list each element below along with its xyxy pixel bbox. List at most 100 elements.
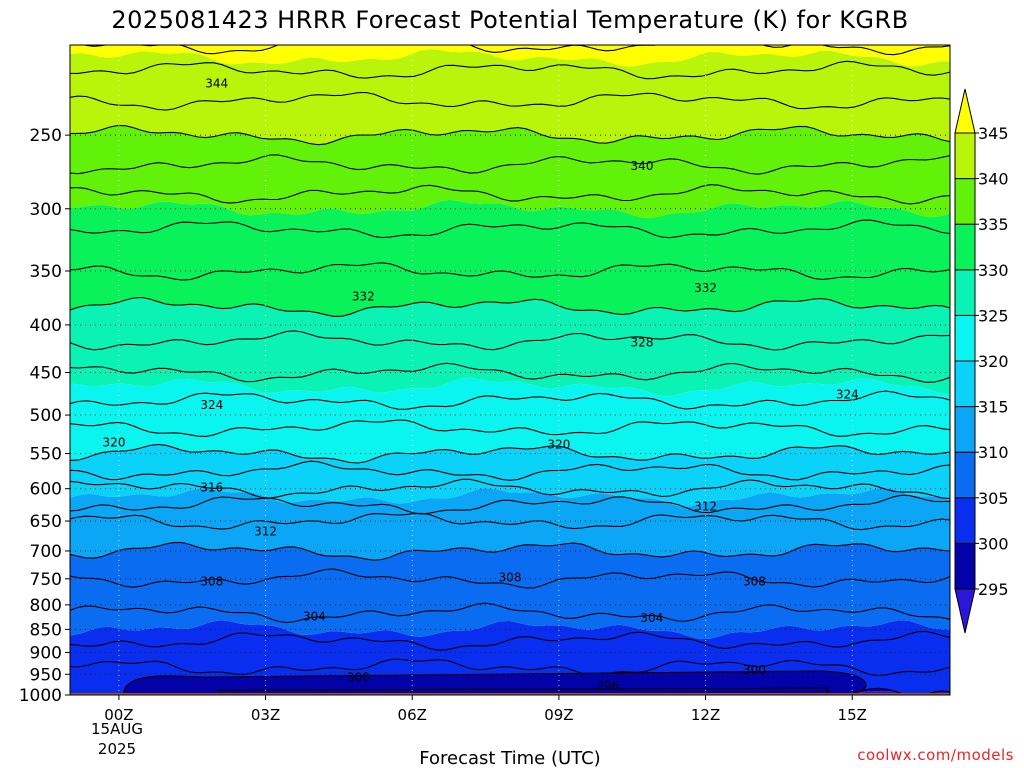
isotherm-316 <box>70 478 950 500</box>
contour-label: 340 <box>631 159 654 173</box>
band-320-325 <box>70 377 950 463</box>
contour-label: 324 <box>200 398 223 412</box>
contour-label: 308 <box>743 574 766 588</box>
x-tick-label: 06Z <box>398 706 427 724</box>
colorbar-bin <box>954 360 976 408</box>
contour-label: 304 <box>303 609 326 623</box>
contour-label: 320 <box>103 435 126 449</box>
contour-label: 312 <box>254 524 277 538</box>
x-tick-label: 03Z <box>251 706 280 724</box>
contour-label: 332 <box>352 290 375 304</box>
y-tick-label: 600 <box>30 480 62 500</box>
grid-lines <box>70 45 950 695</box>
colorbar-bin <box>954 406 976 453</box>
isotherm-324 <box>70 390 950 410</box>
isotherm-312 <box>70 512 950 531</box>
y-tick-label: 300 <box>30 200 62 220</box>
colorbar-bin <box>954 269 976 316</box>
band-305-310 <box>70 542 950 640</box>
colorbar-tick-label: 325 <box>978 306 1009 325</box>
x-tick-label: 00Z <box>104 706 133 724</box>
source-credit[interactable]: coolwx.com/models <box>857 746 1014 764</box>
colorbar-tick-label: 310 <box>978 443 1009 462</box>
colorbar-tick-label: 345 <box>978 124 1009 143</box>
isotherm-contours <box>70 45 950 695</box>
y-tick-label: 950 <box>30 665 62 685</box>
isotherm-318 <box>70 460 950 481</box>
x-axis: 00Z 03Z 06Z 09Z 12Z 15Z <box>104 695 867 724</box>
contour-label: 312 <box>694 499 717 513</box>
ground-layer <box>70 693 950 695</box>
isotherm-330 <box>70 296 950 317</box>
isotherm-336 <box>70 184 950 205</box>
y-tick-label: 400 <box>30 316 62 336</box>
contour-label: 308 <box>200 574 223 588</box>
x-axis-label: Forecast Time (UTC) <box>419 748 600 768</box>
y-tick-label: 250 <box>30 126 62 146</box>
x-tick-label: 09Z <box>544 706 573 724</box>
contour-label: 308 <box>499 571 522 585</box>
contour-label: 300 <box>347 671 370 685</box>
cold-pool-contours <box>123 670 867 695</box>
contour-label: 328 <box>631 336 654 350</box>
y-tick-label: 900 <box>30 643 62 663</box>
chart-title: 2025081423 HRRR Forecast Potential Tempe… <box>111 6 908 34</box>
colorbar-bin <box>954 542 976 590</box>
isotherm-322 <box>70 419 950 437</box>
contour-label: 320 <box>547 438 570 452</box>
contour-label: 316 <box>200 480 223 494</box>
colorbar-tick-label: 305 <box>978 489 1009 508</box>
isotherm-326 <box>70 362 950 383</box>
contour-label: 332 <box>694 281 717 295</box>
colorbar-bin <box>954 223 976 271</box>
colorbar-bin <box>954 497 976 544</box>
isotherm-328 <box>70 330 950 351</box>
y-tick-label: 850 <box>30 620 62 640</box>
colorbar-arrow-low <box>954 588 976 634</box>
colorbar: 295 300 305 310 315 320 325 330 335 340 345 <box>954 88 1009 634</box>
colorbar-arrow-high <box>954 88 976 134</box>
isotherm-334 <box>70 219 950 239</box>
y-tick-label: 800 <box>30 596 62 616</box>
x-tick-label: 15Z <box>838 706 867 724</box>
colorbar-bin <box>954 132 976 180</box>
band-325-330 <box>70 297 950 397</box>
y-tick-label: 750 <box>30 570 62 590</box>
contour-label: 296 <box>596 679 619 693</box>
y-tick-label: 500 <box>30 406 62 426</box>
band-335-340 <box>70 125 950 219</box>
contour-label: 300 <box>743 663 766 677</box>
isotherm-310 <box>70 541 950 561</box>
isotherm-306 <box>70 602 950 624</box>
isotherm-344 <box>70 60 950 80</box>
x-date-year: 2025 <box>98 740 136 758</box>
band-315-320 <box>70 444 950 507</box>
isotherm-296 <box>216 687 829 695</box>
colorbar-tick-label: 335 <box>978 215 1009 234</box>
colorbar-tick-label: 330 <box>978 261 1009 280</box>
isotherm-346 <box>83 45 950 56</box>
y-tick-label: 650 <box>30 512 62 532</box>
y-tick-label: 350 <box>30 262 62 282</box>
contour-label: 324 <box>836 387 859 401</box>
y-tick-label: 1000 <box>19 686 62 706</box>
colorbar-bin <box>954 314 976 362</box>
contour-labels: 344 340 332 332 328 324 324 320 320 316 312 312 308 3… <box>103 76 859 693</box>
isotherm-314 <box>70 494 950 515</box>
y-axis: 250 300 350 400 450 500 550 600 650 700 750 800 850 9… <box>19 126 70 706</box>
colorbar-tick-label: 300 <box>978 534 1009 553</box>
colorbar-tick-label: 315 <box>978 398 1009 417</box>
isotherm-338 <box>70 154 950 175</box>
isotherm-320 <box>70 443 950 464</box>
isotherm-304 <box>70 630 950 651</box>
y-tick-label: 550 <box>30 445 62 465</box>
x-tick-label: 12Z <box>691 706 720 724</box>
isotherm-308 <box>70 568 950 589</box>
y-tick-label: 450 <box>30 364 62 384</box>
contour-label: 344 <box>205 76 228 90</box>
band-345-350 <box>70 45 950 67</box>
contour-label: 304 <box>640 611 663 625</box>
isotherm-340 <box>70 124 950 146</box>
colorbar-tick-label: 320 <box>978 352 1009 371</box>
